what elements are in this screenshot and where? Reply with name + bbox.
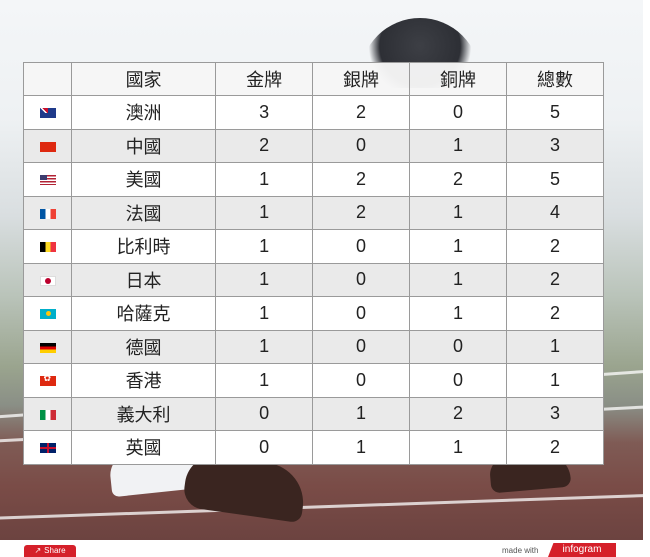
total-cell: 5 (505, 162, 605, 197)
track-lane-line (0, 492, 643, 521)
belgium-flag-icon (39, 242, 56, 252)
total-cell: 2 (505, 296, 605, 331)
silver-cell: 0 (312, 329, 411, 364)
bronze-cell: 0 (409, 95, 507, 130)
kazakhstan-flag-icon (39, 309, 56, 319)
bronze-cell: 2 (409, 162, 507, 197)
total-cell: 3 (505, 396, 605, 431)
total-cell: 2 (505, 229, 605, 264)
share-label: Share (44, 546, 66, 555)
gold-cell: 0 (215, 430, 314, 465)
usa-flag-icon (39, 175, 56, 185)
country-cell: 澳洲 (70, 95, 217, 130)
table-row: 日本 1 0 1 2 (23, 262, 605, 297)
country-cell: 法國 (70, 195, 217, 230)
total-cell: 1 (505, 329, 605, 364)
bronze-cell: 1 (409, 195, 507, 230)
gold-cell: 1 (215, 162, 314, 197)
bronze-cell: 1 (409, 430, 507, 465)
table-row: 英國 0 1 1 2 (23, 430, 605, 465)
gold-column-header: 金牌 (215, 62, 314, 96)
silver-cell: 1 (312, 396, 411, 431)
table-row: 美國 1 2 2 5 (23, 162, 605, 197)
country-cell: 比利時 (70, 229, 217, 264)
china-flag-icon (39, 141, 56, 152)
bronze-cell: 2 (409, 396, 507, 431)
silver-cell: 0 (312, 296, 411, 331)
bronze-column-header: 銅牌 (409, 62, 507, 96)
country-cell: 哈薩克 (70, 296, 217, 331)
total-cell: 1 (505, 363, 605, 398)
silver-column-header: 銀牌 (312, 62, 411, 96)
infogram-logo-link[interactable]: infogram (548, 543, 616, 557)
table-row: 哈薩克 1 0 1 2 (23, 296, 605, 331)
gold-cell: 1 (215, 363, 314, 398)
bronze-cell: 0 (409, 329, 507, 364)
bronze-cell: 1 (409, 128, 507, 163)
italy-flag-icon (39, 409, 56, 420)
country-column-header: 國家 (70, 62, 217, 96)
gold-cell: 3 (215, 95, 314, 130)
gold-cell: 2 (215, 128, 314, 163)
uk-flag-icon (39, 443, 56, 453)
country-cell: 英國 (70, 430, 217, 465)
silver-cell: 2 (312, 95, 411, 130)
gold-cell: 1 (215, 329, 314, 364)
silver-cell: 2 (312, 195, 411, 230)
total-cell: 2 (505, 430, 605, 465)
hongkong-flag-icon (39, 373, 56, 386)
total-column-header: 總數 (505, 62, 605, 96)
country-cell: 香港 (70, 363, 217, 398)
country-cell: 中國 (70, 128, 217, 163)
gold-cell: 1 (215, 296, 314, 331)
country-cell: 美國 (70, 162, 217, 197)
made-with-text: made with (502, 546, 539, 555)
footer-bar (0, 540, 650, 557)
gold-cell: 1 (215, 195, 314, 230)
table-header-row: 國家 金牌 銀牌 銅牌 總數 (23, 62, 605, 96)
bronze-cell: 1 (409, 229, 507, 264)
silver-cell: 2 (312, 162, 411, 197)
share-icon: ↗ (34, 546, 42, 555)
silver-cell: 0 (312, 128, 411, 163)
silver-cell: 0 (312, 262, 411, 297)
gold-cell: 1 (215, 262, 314, 297)
silver-cell: 1 (312, 430, 411, 465)
bronze-cell: 0 (409, 363, 507, 398)
table-row: 法國 1 2 1 4 (23, 195, 605, 230)
country-cell: 義大利 (70, 396, 217, 431)
japan-flag-icon (39, 275, 56, 286)
silver-cell: 0 (312, 229, 411, 264)
total-cell: 4 (505, 195, 605, 230)
bronze-cell: 1 (409, 296, 507, 331)
table-row: 澳洲 3 2 0 5 (23, 95, 605, 130)
share-button[interactable]: ↗ Share (24, 545, 76, 557)
table-row: 中國 2 0 1 3 (23, 128, 605, 163)
silver-cell: 0 (312, 363, 411, 398)
total-cell: 3 (505, 128, 605, 163)
country-cell: 日本 (70, 262, 217, 297)
table-row: 德國 1 0 0 1 (23, 329, 605, 364)
medal-table: 國家 金牌 銀牌 銅牌 總數 澳洲 3 2 0 5 中國 2 0 1 3 美國 … (23, 62, 605, 465)
total-cell: 5 (505, 95, 605, 130)
australia-flag-icon (39, 108, 56, 118)
table-row: 香港 1 0 0 1 (23, 363, 605, 398)
table-row: 義大利 0 1 2 3 (23, 396, 605, 431)
france-flag-icon (39, 208, 56, 219)
germany-flag-icon (39, 342, 56, 353)
bronze-cell: 1 (409, 262, 507, 297)
table-row: 比利時 1 0 1 2 (23, 229, 605, 264)
country-cell: 德國 (70, 329, 217, 364)
gold-cell: 1 (215, 229, 314, 264)
flag-column-header (23, 62, 72, 96)
total-cell: 2 (505, 262, 605, 297)
gold-cell: 0 (215, 396, 314, 431)
